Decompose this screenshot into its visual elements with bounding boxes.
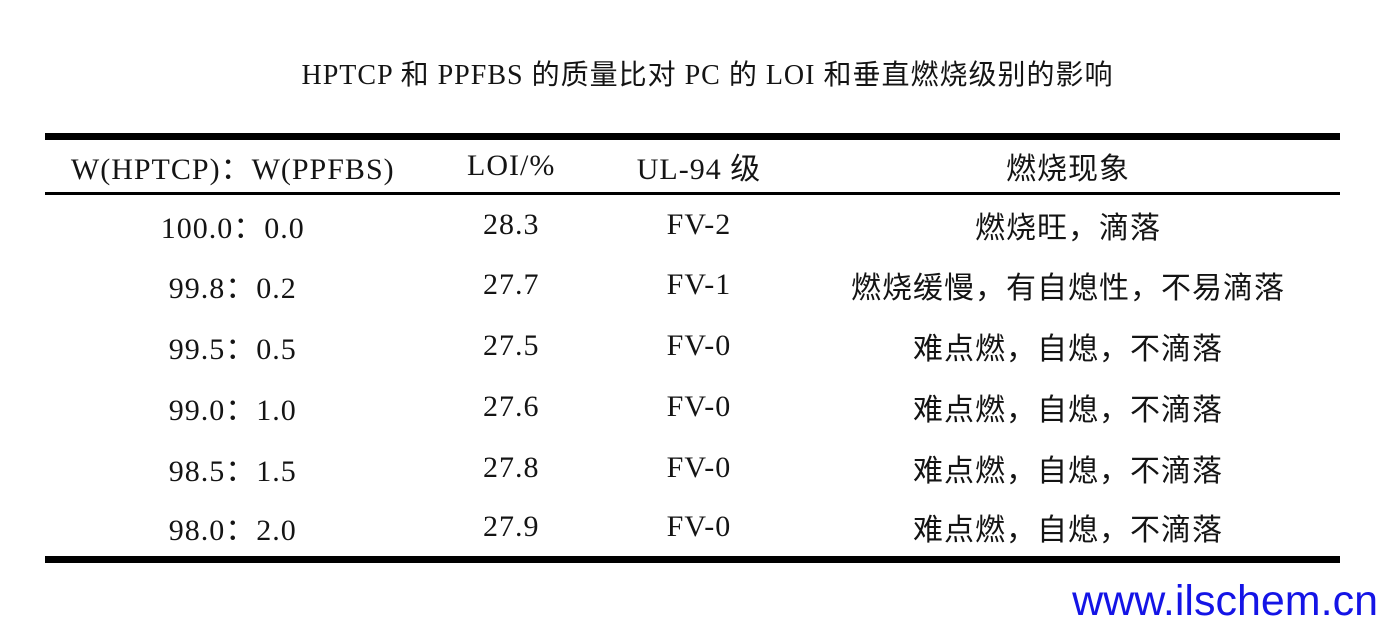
- mass-ratio-cell: 99.8：0.2: [168, 272, 297, 305]
- data-table: W(HPTCP)：W(PPFBS) LOI/% UL-94 级 燃烧现象 100…: [45, 133, 1340, 563]
- burning-behavior-cell: 燃烧缓慢，有自熄性，不易滴落: [851, 272, 1286, 305]
- burning-behavior-cell: 难点燃，自熄，不滴落: [913, 455, 1224, 488]
- column-header-loi: LOI/%: [467, 149, 556, 182]
- table-row: 99.8：0.2 27.7 FV-1 燃烧缓慢，有自熄性，不易滴落: [45, 255, 1340, 316]
- column-header-ul94: UL-94 级: [636, 153, 762, 186]
- table-row: 99.0：1.0 27.6 FV-0 难点燃，自熄，不滴落: [45, 377, 1340, 438]
- table-row: 98.5：1.5 27.8 FV-0 难点燃，自熄，不滴落: [45, 438, 1340, 499]
- burning-behavior-cell: 难点燃，自熄，不滴落: [913, 394, 1224, 427]
- ul94-cell: FV-0: [666, 329, 732, 362]
- loi-cell: 27.7: [482, 268, 540, 301]
- table-row: 98.0：2.0 27.9 FV-0 难点燃，自熄，不滴落: [45, 499, 1340, 560]
- mass-ratio-cell: 98.5：1.5: [168, 455, 297, 488]
- mass-ratio-cell: 99.5：0.5: [168, 333, 297, 366]
- table-row: 100.0：0.0 28.3 FV-2 燃烧旺，滴落: [45, 194, 1340, 255]
- loi-cell: 27.5: [482, 329, 540, 362]
- table-header: W(HPTCP)：W(PPFBS) LOI/% UL-94 级 燃烧现象: [45, 137, 1340, 194]
- table-row: 99.5：0.5 27.5 FV-0 难点燃，自熄，不滴落: [45, 316, 1340, 377]
- ul94-cell: FV-0: [666, 451, 732, 484]
- mass-ratio-cell: 100.0：0.0: [160, 211, 305, 245]
- mass-ratio-cell: 99.0：1.0: [168, 394, 297, 427]
- column-header-burning-behavior: 燃烧现象: [1006, 153, 1131, 186]
- loi-cell: 27.9: [482, 510, 540, 544]
- burning-behavior-cell: 难点燃，自熄，不滴落: [913, 514, 1224, 548]
- loi-cell: 27.8: [482, 451, 540, 484]
- column-header-mass-ratio: W(HPTCP)：W(PPFBS): [70, 153, 395, 186]
- header-row: W(HPTCP)：W(PPFBS) LOI/% UL-94 级 燃烧现象: [45, 137, 1340, 194]
- burning-behavior-cell: 难点燃，自熄，不滴落: [913, 333, 1224, 366]
- ul94-cell: FV-2: [666, 207, 732, 241]
- ul94-cell: FV-1: [666, 268, 732, 301]
- mass-ratio-cell: 98.0：2.0: [168, 514, 297, 548]
- ul94-cell: FV-0: [666, 510, 732, 544]
- ul94-cell: FV-0: [666, 390, 732, 423]
- loi-cell: 27.6: [482, 390, 540, 423]
- table-title: HPTCP 和 PPFBS 的质量比对 PC 的 LOI 和垂直燃烧级别的影响: [301, 60, 1114, 91]
- table-body: 100.0：0.0 28.3 FV-2 燃烧旺，滴落 99.8：0.2 27.7…: [45, 194, 1340, 560]
- burning-behavior-cell: 燃烧旺，滴落: [975, 211, 1162, 245]
- watermark-url: www.ilschem.cn: [1072, 577, 1378, 625]
- loi-cell: 28.3: [482, 207, 540, 241]
